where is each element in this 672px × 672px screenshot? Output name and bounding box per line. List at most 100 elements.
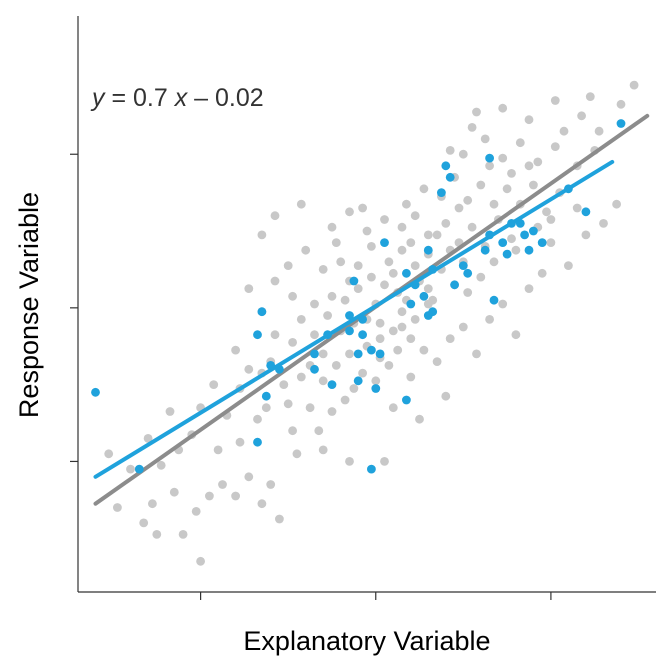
- background-point: [472, 349, 481, 359]
- background-point: [336, 257, 346, 267]
- background-point: [507, 169, 516, 178]
- background-point: [511, 330, 521, 340]
- background-point: [388, 403, 398, 413]
- highlighted-point: [485, 230, 494, 240]
- highlighted-point: [437, 188, 446, 198]
- background-point: [367, 242, 376, 251]
- background-point: [318, 376, 328, 386]
- highlighted-point: [441, 161, 451, 171]
- background-point: [428, 295, 438, 305]
- highlighted-point: [345, 326, 354, 336]
- background-point: [524, 115, 534, 125]
- background-point: [218, 480, 227, 489]
- background-point: [327, 222, 337, 232]
- background-point: [393, 345, 403, 355]
- background-point: [581, 230, 591, 240]
- highlighted-point: [323, 330, 332, 340]
- background-point: [546, 238, 556, 248]
- background-point: [196, 556, 206, 566]
- background-point: [169, 487, 179, 497]
- background-point: [489, 199, 499, 209]
- background-point: [152, 530, 162, 539]
- highlighted-point: [524, 245, 534, 255]
- background-point: [529, 180, 538, 190]
- background-point: [406, 372, 416, 382]
- highlighted-point: [371, 384, 381, 393]
- highlighted-regression-line: [93, 159, 615, 479]
- background-point: [213, 445, 223, 455]
- background-point: [266, 480, 276, 489]
- background-point: [546, 215, 556, 224]
- background-point: [380, 280, 389, 290]
- background-point: [502, 184, 512, 194]
- highlighted-point: [423, 311, 433, 320]
- background-point: [559, 126, 569, 136]
- highlighted-point: [310, 349, 319, 359]
- highlighted-point: [445, 172, 455, 182]
- background-point: [178, 530, 188, 539]
- background-point: [476, 272, 486, 282]
- highlighted-point: [507, 219, 516, 228]
- background-point: [331, 238, 341, 248]
- background-point: [537, 268, 547, 278]
- background-point: [599, 219, 608, 228]
- background-point: [235, 437, 245, 447]
- highlighted-point: [358, 330, 367, 340]
- background-point: [577, 111, 586, 121]
- background-point: [550, 96, 560, 105]
- highlighted-point: [257, 307, 267, 317]
- highlighted-point: [410, 280, 420, 290]
- background-point: [244, 284, 254, 293]
- background-point: [323, 311, 332, 320]
- highlighted-point: [402, 395, 411, 405]
- equation-y: y: [90, 84, 106, 112]
- background-point: [353, 284, 363, 293]
- background-point: [244, 364, 254, 374]
- background-point: [292, 449, 302, 459]
- background-point: [205, 491, 214, 501]
- highlighted-point: [423, 245, 433, 255]
- background-point: [314, 426, 324, 436]
- background-point: [345, 457, 354, 466]
- highlighted-point: [261, 391, 271, 401]
- highlighted-point: [458, 261, 468, 270]
- background-point: [340, 295, 350, 305]
- background-point: [419, 184, 429, 194]
- axes: [70, 16, 656, 600]
- background-point: [331, 361, 341, 370]
- background-point: [454, 203, 464, 213]
- background-point: [257, 230, 267, 240]
- background-point: [498, 103, 508, 113]
- background-point: [485, 161, 494, 171]
- background-point: [384, 257, 394, 267]
- background-point: [165, 407, 175, 416]
- background-point: [340, 395, 350, 405]
- background-point: [143, 434, 153, 443]
- background-point: [498, 153, 508, 163]
- background-point: [415, 414, 424, 424]
- background-point: [402, 199, 411, 209]
- highlighted-point: [502, 249, 512, 259]
- highlighted-point: [485, 153, 494, 163]
- background-point: [244, 472, 254, 482]
- background-point: [419, 345, 429, 355]
- background-point: [253, 414, 262, 424]
- background-point: [327, 407, 337, 416]
- background-point: [358, 203, 367, 213]
- background-point: [362, 226, 372, 236]
- background-point: [467, 222, 477, 232]
- background-point: [231, 491, 241, 501]
- equation-coef: = 0.7: [105, 84, 175, 112]
- highlighted-point: [253, 437, 262, 447]
- highlighted-point: [375, 349, 385, 359]
- background-point: [463, 288, 473, 297]
- highlighted-point: [380, 238, 389, 248]
- highlighted-point: [327, 380, 337, 389]
- background-point: [191, 507, 201, 516]
- background-point: [126, 464, 135, 474]
- background-point: [270, 211, 280, 221]
- highlighted-point: [353, 349, 363, 359]
- highlighted-point: [349, 276, 359, 286]
- background-point: [542, 207, 551, 217]
- background-point: [397, 307, 407, 317]
